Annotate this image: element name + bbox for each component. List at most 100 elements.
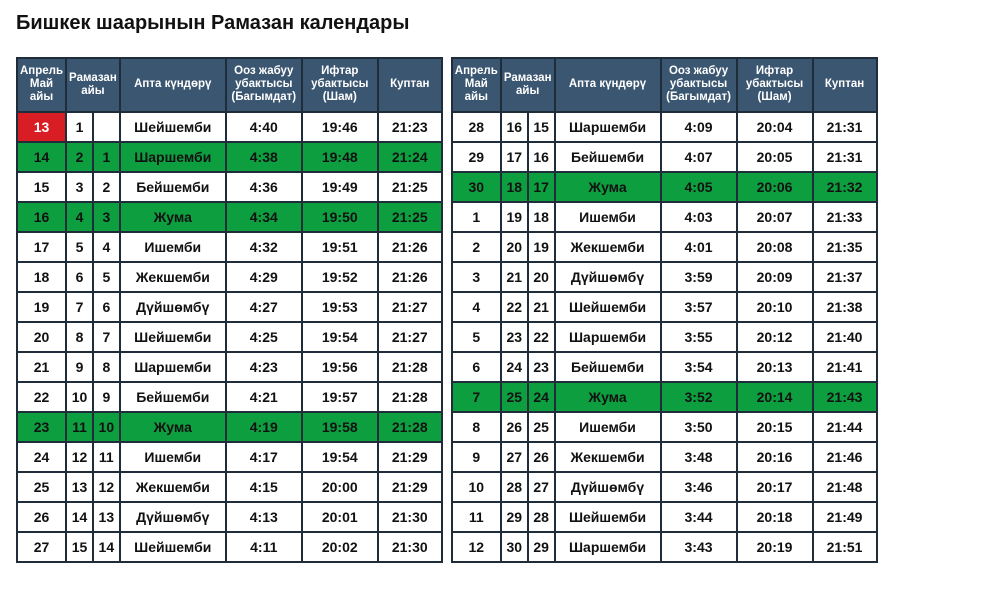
cell-ramadan-b [93, 112, 120, 142]
cell-fajr: 4:38 [226, 142, 302, 172]
ramadan-table-right: Апрель Май айы Рамазан айы Апта күндөрү … [451, 57, 878, 563]
cell-isha: 21:31 [813, 112, 877, 142]
cell-fajr: 4:32 [226, 232, 302, 262]
col-date-header: Апрель Май айы [452, 58, 501, 112]
table-row: 92726Жекшемби3:4820:1621:46 [452, 442, 877, 472]
cell-date: 18 [17, 262, 66, 292]
cell-iftar: 19:54 [302, 322, 378, 352]
cell-fajr: 4:05 [661, 172, 737, 202]
table-row: 1976Дүйшөмбү4:2719:5321:27 [17, 292, 442, 322]
cell-iftar: 20:14 [737, 382, 813, 412]
cell-fajr: 4:27 [226, 292, 302, 322]
table-row: 251312Жекшемби4:1520:0021:29 [17, 472, 442, 502]
cell-fajr: 3:43 [661, 532, 737, 562]
table-row: 131Шейшемби4:4019:4621:23 [17, 112, 442, 142]
table-row: 231110Жума4:1919:5821:28 [17, 412, 442, 442]
table-row: 2198Шаршемби4:2319:5621:28 [17, 352, 442, 382]
cell-ramadan-b: 24 [528, 382, 555, 412]
cell-fajr: 4:07 [661, 142, 737, 172]
table-row: 72524Жума3:5220:1421:43 [452, 382, 877, 412]
table-row: 11918Ишемби4:0320:0721:33 [452, 202, 877, 232]
col-ramadan-header: Рамазан айы [66, 58, 120, 112]
cell-weekday: Шаршемби [120, 142, 226, 172]
cell-ramadan-a: 23 [501, 322, 528, 352]
table-row: 102827Дүйшөмбү3:4620:1721:48 [452, 472, 877, 502]
cell-isha: 21:40 [813, 322, 877, 352]
cell-date: 15 [17, 172, 66, 202]
cell-ramadan-b: 12 [93, 472, 120, 502]
table-row: 1421Шаршемби4:3819:4821:24 [17, 142, 442, 172]
cell-iftar: 19:58 [302, 412, 378, 442]
table-row: 1865Жекшемби4:2919:5221:26 [17, 262, 442, 292]
cell-ramadan-a: 5 [66, 232, 93, 262]
cell-ramadan-a: 2 [66, 142, 93, 172]
cell-date: 21 [17, 352, 66, 382]
cell-iftar: 19:50 [302, 202, 378, 232]
cell-ramadan-a: 20 [501, 232, 528, 262]
table-row: 1754Ишемби4:3219:5121:26 [17, 232, 442, 262]
cell-isha: 21:26 [378, 262, 442, 292]
cell-weekday: Ишемби [120, 232, 226, 262]
cell-iftar: 20:10 [737, 292, 813, 322]
cell-iftar: 19:52 [302, 262, 378, 292]
cell-iftar: 19:53 [302, 292, 378, 322]
cell-date: 4 [452, 292, 501, 322]
cell-isha: 21:41 [813, 352, 877, 382]
cell-isha: 21:29 [378, 442, 442, 472]
cell-date: 23 [17, 412, 66, 442]
cell-isha: 21:24 [378, 142, 442, 172]
table-body-left: 131Шейшемби4:4019:4621:231421Шаршемби4:3… [17, 112, 442, 562]
cell-isha: 21:25 [378, 202, 442, 232]
cell-isha: 21:43 [813, 382, 877, 412]
cell-iftar: 20:19 [737, 532, 813, 562]
cell-ramadan-a: 9 [66, 352, 93, 382]
cell-iftar: 20:16 [737, 442, 813, 472]
cell-date: 6 [452, 352, 501, 382]
col-iftar-header: Ифтар убактысы (Шам) [302, 58, 378, 112]
cell-fajr: 4:17 [226, 442, 302, 472]
cell-iftar: 19:46 [302, 112, 378, 142]
cell-date: 1 [452, 202, 501, 232]
cell-isha: 21:28 [378, 382, 442, 412]
cell-ramadan-b: 3 [93, 202, 120, 232]
cell-ramadan-b: 17 [528, 172, 555, 202]
table-row: 281615Шаршемби4:0920:0421:31 [452, 112, 877, 142]
cell-isha: 21:32 [813, 172, 877, 202]
cell-fajr: 4:40 [226, 112, 302, 142]
table-row: 271514Шейшемби4:1120:0221:30 [17, 532, 442, 562]
cell-weekday: Жума [120, 412, 226, 442]
cell-iftar: 19:57 [302, 382, 378, 412]
cell-fajr: 4:34 [226, 202, 302, 232]
cell-isha: 21:35 [813, 232, 877, 262]
cell-isha: 21:38 [813, 292, 877, 322]
cell-ramadan-a: 26 [501, 412, 528, 442]
cell-date: 9 [452, 442, 501, 472]
cell-isha: 21:26 [378, 232, 442, 262]
cell-weekday: Шейшемби [120, 322, 226, 352]
col-weekday-header: Апта күндөрү [120, 58, 226, 112]
cell-ramadan-a: 18 [501, 172, 528, 202]
cell-iftar: 20:06 [737, 172, 813, 202]
table-row: 1643Жума4:3419:5021:25 [17, 202, 442, 232]
cell-ramadan-b: 11 [93, 442, 120, 472]
cell-ramadan-b: 10 [93, 412, 120, 442]
page-title: Бишкек шаарынын Рамазан календары [16, 12, 984, 35]
cell-isha: 21:25 [378, 172, 442, 202]
cell-ramadan-a: 8 [66, 322, 93, 352]
cell-isha: 21:37 [813, 262, 877, 292]
cell-weekday: Жекшемби [555, 442, 661, 472]
cell-iftar: 20:02 [302, 532, 378, 562]
ramadan-table-left: Апрель Май айы Рамазан айы Апта күндөрү … [16, 57, 443, 563]
cell-date: 10 [452, 472, 501, 502]
table-row: 82625Ишемби3:5020:1521:44 [452, 412, 877, 442]
table-row: 22109Бейшемби4:2119:5721:28 [17, 382, 442, 412]
cell-weekday: Ишемби [555, 412, 661, 442]
cell-weekday: Ишемби [555, 202, 661, 232]
cell-weekday: Бейшемби [555, 352, 661, 382]
table-head: Апрель Май айы Рамазан айы Апта күндөрү … [452, 58, 877, 112]
cell-fajr: 4:23 [226, 352, 302, 382]
cell-iftar: 19:51 [302, 232, 378, 262]
col-weekday-header: Апта күндөрү [555, 58, 661, 112]
cell-ramadan-a: 29 [501, 502, 528, 532]
cell-date: 13 [17, 112, 66, 142]
